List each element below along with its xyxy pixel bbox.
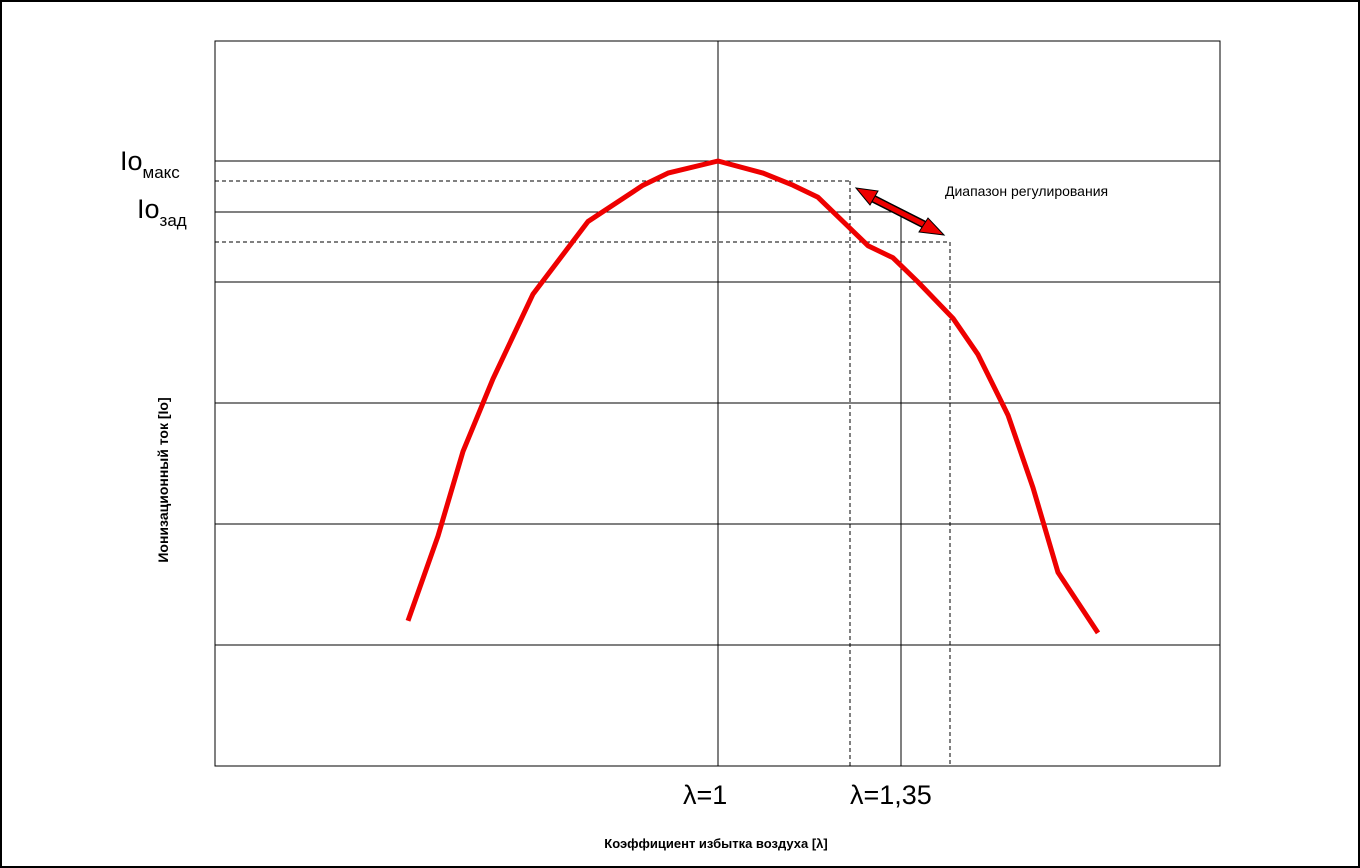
x-axis-label: Коэффициент избытка воздуха [λ] xyxy=(604,836,828,851)
lambda-135-tick-label: λ=1,35 xyxy=(850,780,932,810)
arrow-head-left xyxy=(854,187,879,206)
regulation-range-arrow xyxy=(854,187,946,236)
io-max-tick-label: Ioмакс xyxy=(120,146,180,182)
y-axis-label: Ионизационный ток [Io] xyxy=(155,397,171,563)
regulation-range-label: Диапазон регулирования xyxy=(945,183,1109,199)
arrow-head-right xyxy=(918,217,946,236)
io-set-tick-label: Ioзад xyxy=(137,194,187,230)
lambda-1-tick-label: λ=1 xyxy=(683,780,728,810)
ionization-current-curve xyxy=(405,158,1101,635)
